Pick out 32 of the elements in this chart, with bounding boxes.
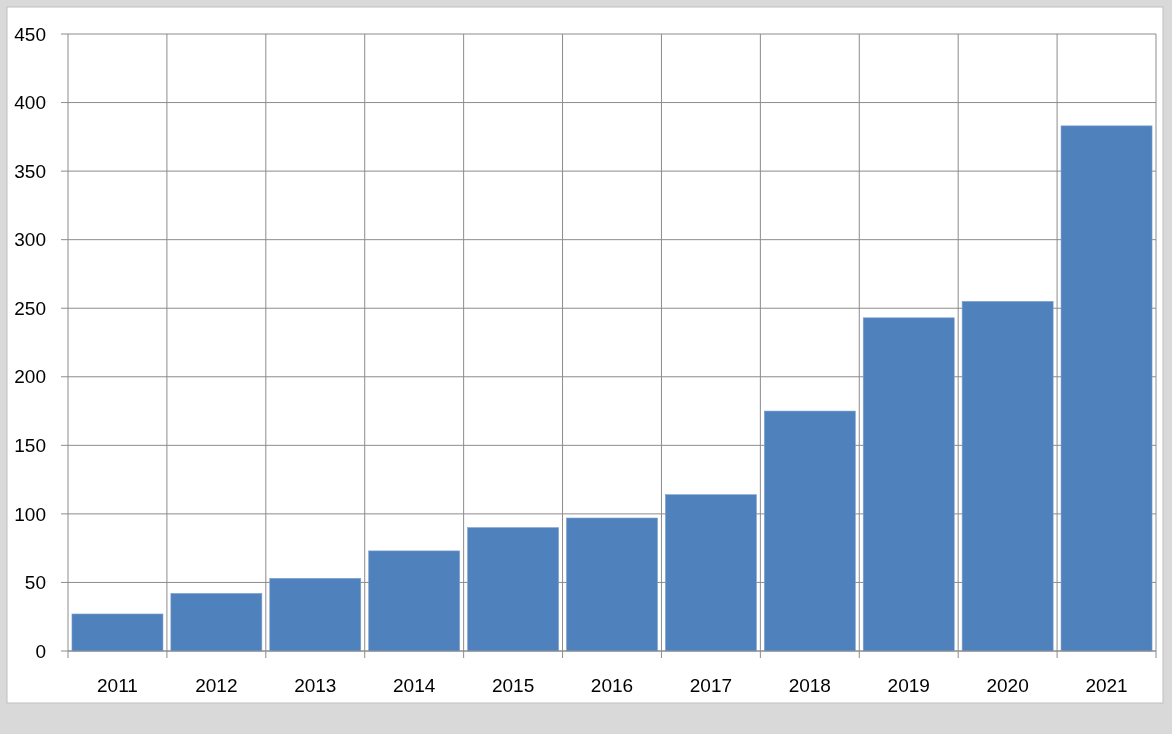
x-tick-label: 2018 (788, 675, 831, 696)
y-tick-label: 350 (14, 160, 46, 182)
bar (269, 578, 362, 652)
y-tick-label: 450 (14, 23, 46, 45)
x-tick-label: 2013 (294, 675, 337, 696)
y-tick-label: 100 (14, 503, 46, 525)
y-tick-label: 50 (24, 572, 46, 594)
bar (961, 301, 1054, 652)
x-tick-label: 2021 (1085, 675, 1128, 696)
x-tick-label: 2020 (986, 675, 1029, 696)
bar (566, 517, 658, 652)
bar (764, 410, 856, 652)
y-tick-label: 400 (14, 92, 46, 114)
x-tick-label: 2011 (97, 675, 138, 696)
y-tick-label: 250 (14, 297, 46, 319)
x-tick-label: 2012 (195, 675, 238, 696)
x-tick-label: 2017 (689, 675, 733, 696)
bar (368, 550, 460, 652)
bar (467, 527, 559, 652)
x-tick-label: 2016 (590, 675, 634, 696)
x-tick-label: 2014 (393, 675, 436, 696)
x-tick-label: 2015 (491, 675, 535, 696)
bar (71, 613, 164, 652)
bar (665, 494, 757, 652)
y-tick-label: 0 (35, 640, 46, 662)
y-tick-label: 300 (14, 229, 46, 251)
bar (170, 593, 263, 652)
y-tick-label: 200 (14, 366, 46, 388)
bar (1060, 125, 1153, 652)
y-tick-label: 150 (14, 434, 46, 456)
bar (862, 317, 955, 652)
x-tick-label: 2019 (887, 675, 930, 696)
